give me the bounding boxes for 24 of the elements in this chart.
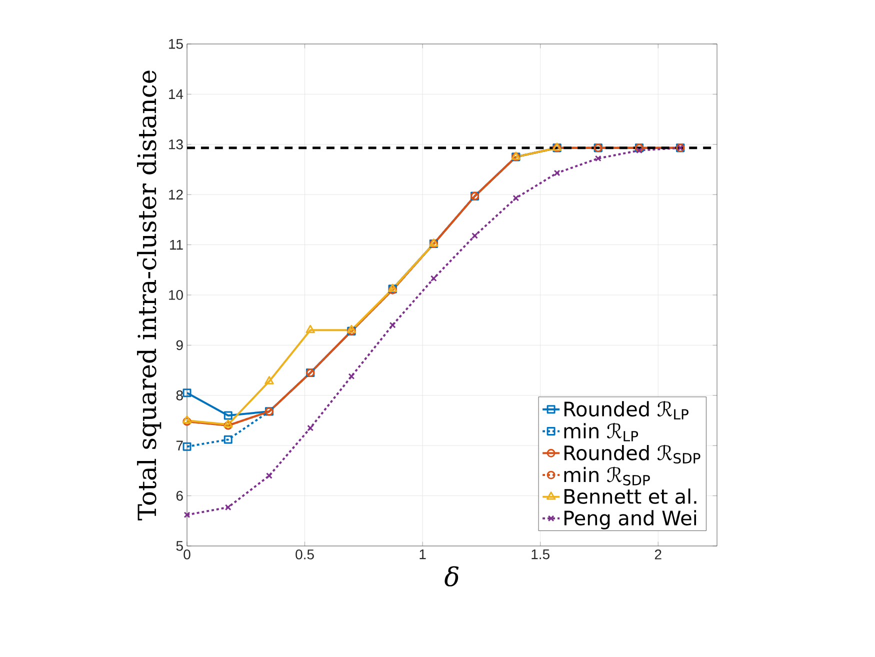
legend-label: Bennett et al. xyxy=(564,488,696,504)
y-tick-label: 12 xyxy=(169,190,183,200)
x-tick-label: 2 xyxy=(654,549,662,560)
y-tick-label: 15 xyxy=(169,39,183,49)
x-tick-label: 1.5 xyxy=(532,550,550,560)
y-tick-label: 6 xyxy=(176,490,183,501)
legend-label: min ℛ$_{SDP}$ xyxy=(564,466,650,486)
y-axis-title: Total squared intra-cluster distance xyxy=(137,70,162,520)
y-tick-label: 8 xyxy=(176,390,183,400)
legend-label: min ℛ$_{LP}$ xyxy=(564,422,638,442)
x-tick-label: 0 xyxy=(184,549,190,560)
legend-label: Rounded ℛ$_{SDP}$ xyxy=(564,444,700,464)
x-axis-title: δ xyxy=(444,566,459,586)
y-tick-label: 11 xyxy=(170,240,183,250)
y-tick-label: 7 xyxy=(176,440,183,450)
y-tick-label: 10 xyxy=(169,290,183,300)
x-tick-label: 1 xyxy=(420,550,426,560)
y-tick-label: 13 xyxy=(169,139,183,150)
legend-label: Peng and Wei xyxy=(564,510,696,530)
legend-label: Rounded ℛ$_{LP}$ xyxy=(564,400,688,420)
y-tick-label: 5 xyxy=(176,541,183,551)
x-tick-label: 0.5 xyxy=(296,549,314,560)
y-tick-label: 14 xyxy=(169,89,184,99)
y-tick-label: 9 xyxy=(176,340,183,350)
